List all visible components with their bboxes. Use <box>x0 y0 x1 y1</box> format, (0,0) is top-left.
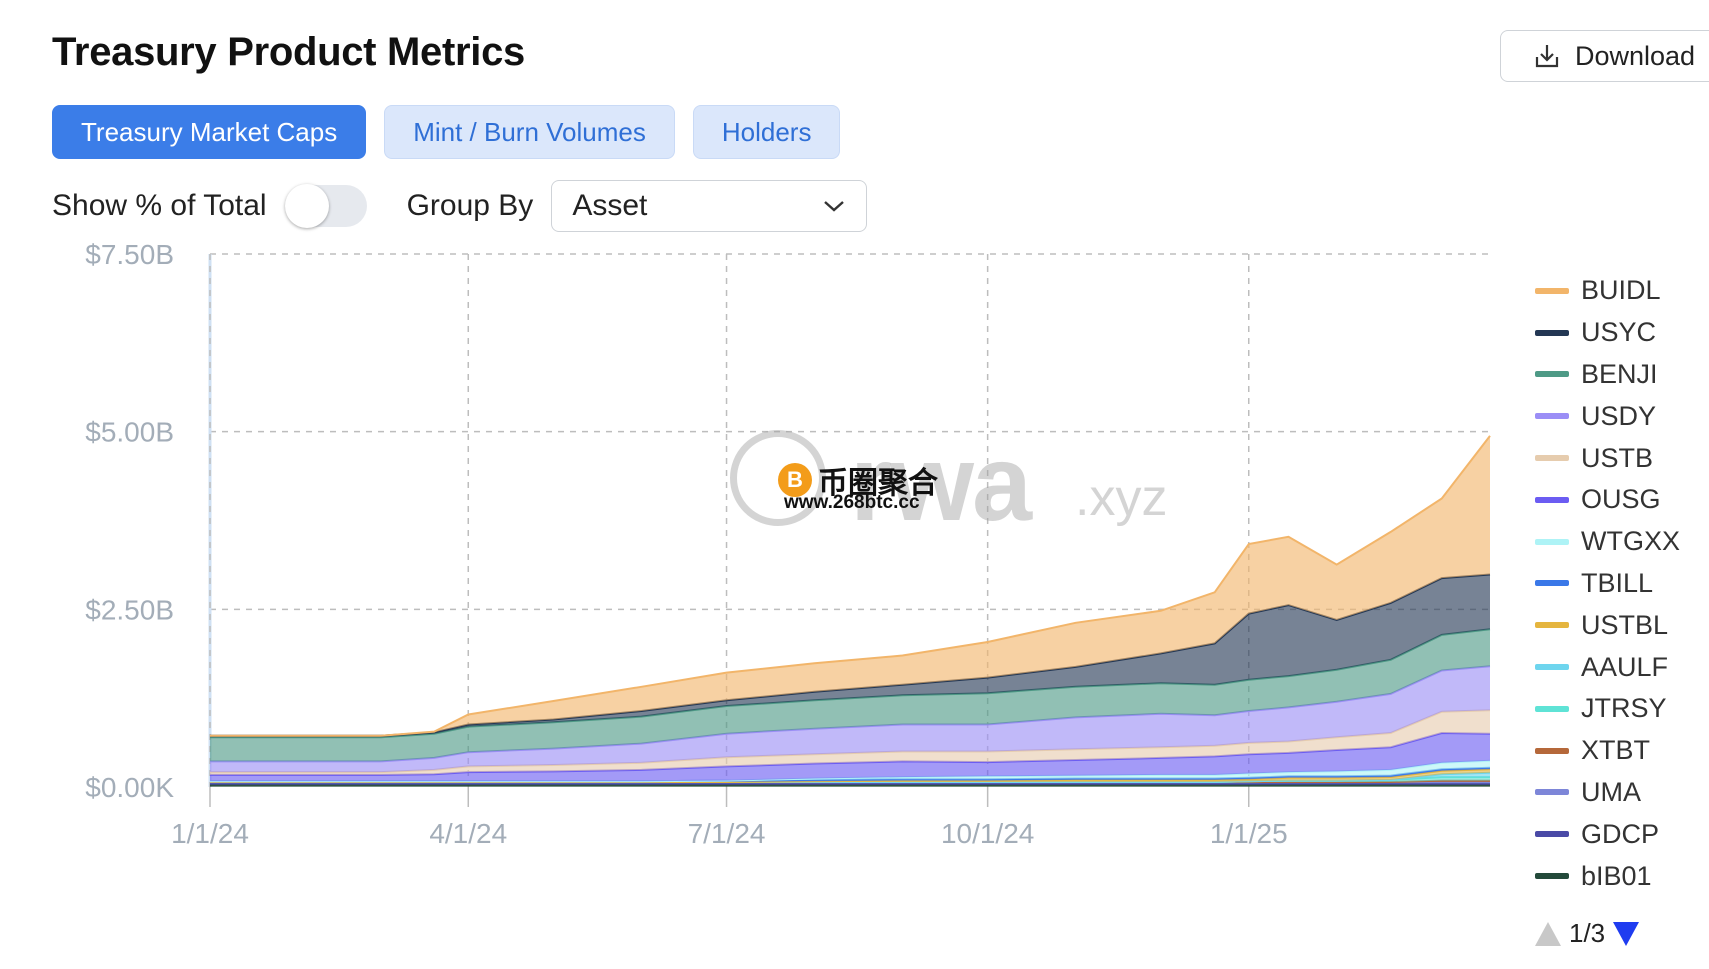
tab-mint-burn-volumes[interactable]: Mint / Burn Volumes <box>384 105 675 159</box>
x-tick-label: 10/1/24 <box>941 818 1034 849</box>
legend-label: AAULF <box>1581 651 1669 682</box>
legend-swatch <box>1535 496 1569 503</box>
legend-swatch <box>1535 789 1569 796</box>
legend-label: GDCP <box>1581 818 1660 849</box>
y-tick-label: $2.50B <box>85 594 174 625</box>
area-wtgxx[interactable] <box>210 760 1490 782</box>
legend-swatch <box>1535 664 1569 671</box>
legend-item-wtgxx[interactable]: WTGXX <box>1535 521 1705 563</box>
legend-item-benji[interactable]: BENJI <box>1535 354 1705 396</box>
legend-item-xtbt[interactable]: XTBT <box>1535 730 1705 772</box>
metric-tabs: Treasury Market Caps Mint / Burn Volumes… <box>52 105 841 159</box>
site-watermark: B 币圈聚合 <box>778 458 938 502</box>
area-jtrsy[interactable] <box>210 777 1490 782</box>
legend-swatch <box>1535 371 1569 378</box>
tab-treasury-market-caps[interactable]: Treasury Market Caps <box>52 105 367 159</box>
legend-item-uma[interactable]: UMA <box>1535 772 1705 814</box>
legend-swatch <box>1535 455 1569 462</box>
group-by-value: Asset <box>572 189 648 222</box>
legend-swatch <box>1535 538 1569 545</box>
stacked-area-chart: $0.00K $2.50B $5.00B $7.50B 1/1/24 4/1/24 7/1/… <box>85 239 1491 849</box>
legend-swatch <box>1535 873 1569 880</box>
legend-label: TBILL <box>1581 567 1654 598</box>
group-by-label: Group By <box>406 189 534 222</box>
site-watermark-url: www.268btc.cc <box>784 492 920 513</box>
area-ousg[interactable] <box>210 733 1490 782</box>
legend-item-jtrsy[interactable]: JTRSY <box>1535 688 1705 730</box>
legend-label: BUIDL <box>1581 275 1661 306</box>
x-tick-label: 1/1/24 <box>171 818 249 849</box>
legend-swatch <box>1535 705 1569 712</box>
legend-swatch <box>1535 287 1569 294</box>
legend-item-buidl[interactable]: BUIDL <box>1535 270 1705 312</box>
pager-down-icon[interactable] <box>1613 921 1640 946</box>
page-title: Treasury Product Metrics <box>52 30 525 74</box>
legend-item-aaulf[interactable]: AAULF <box>1535 646 1705 688</box>
legend-item-bib01[interactable]: bIB01 <box>1535 855 1705 897</box>
toggle-knob <box>284 184 329 228</box>
legend-item-gdcp[interactable]: GDCP <box>1535 813 1705 855</box>
legend-label: XTBT <box>1581 735 1651 766</box>
chart-controls: Show % of Total Group By Asset <box>52 180 868 232</box>
legend-label: UMA <box>1581 776 1641 807</box>
show-percent-label: Show % of Total <box>52 189 267 222</box>
y-tick-label: $0.00K <box>85 772 174 803</box>
area-usdy[interactable] <box>210 666 1490 773</box>
legend-swatch <box>1535 329 1569 336</box>
legend-item-usyc[interactable]: USYC <box>1535 312 1705 354</box>
tab-holders[interactable]: Holders <box>692 105 841 159</box>
chevron-down-icon <box>824 201 845 212</box>
show-percent-toggle[interactable] <box>284 184 367 228</box>
legend-label: JTRSY <box>1581 693 1667 724</box>
pager-up-icon[interactable] <box>1535 921 1561 946</box>
area-usyc[interactable] <box>210 574 1490 738</box>
line-buidl <box>210 435 1491 737</box>
area-benji[interactable] <box>210 629 1490 762</box>
legend-item-ustb[interactable]: USTB <box>1535 437 1705 479</box>
legend-label: USTBL <box>1581 609 1669 640</box>
site-watermark-name: 币圈聚合 <box>818 467 938 500</box>
legend-swatch <box>1535 413 1569 420</box>
legend-label: USTB <box>1581 442 1654 473</box>
chart-legend: BUIDL USYC BENJI USDY USTB OUSG WTGXX TBILL USTB… <box>1535 270 1705 897</box>
legend-item-ustbl[interactable]: USTBL <box>1535 604 1705 646</box>
legend-label: bIB01 <box>1581 860 1652 891</box>
legend-item-ousg[interactable]: OUSG <box>1535 479 1705 521</box>
legend-label: USYC <box>1581 317 1657 348</box>
legend-label: WTGXX <box>1581 526 1680 557</box>
area-ustb[interactable] <box>210 710 1490 775</box>
legend-item-usdy[interactable]: USDY <box>1535 395 1705 437</box>
area-buidl[interactable] <box>210 435 1490 736</box>
y-tick-label: $5.00B <box>85 417 174 448</box>
x-tick-label: 1/1/25 <box>1210 818 1288 849</box>
legend-label: OUSG <box>1581 484 1661 515</box>
legend-label: USDY <box>1581 400 1657 431</box>
download-label: Download <box>1575 40 1696 71</box>
legend-swatch <box>1535 747 1569 754</box>
x-tick-label: 7/1/24 <box>688 818 766 849</box>
bitcoin-icon: B <box>778 463 812 497</box>
x-tick-label: 4/1/24 <box>429 818 507 849</box>
download-button[interactable]: Download <box>1500 30 1709 82</box>
legend-pager: 1/3 <box>1535 918 1640 949</box>
y-tick-label: $7.50B <box>85 239 174 270</box>
legend-swatch <box>1535 831 1569 838</box>
pager-label: 1/3 <box>1569 918 1606 948</box>
legend-swatch <box>1535 622 1569 629</box>
download-icon <box>1535 45 1559 68</box>
legend-swatch <box>1535 580 1569 587</box>
group-by-select[interactable]: Asset <box>551 180 868 232</box>
legend-label: BENJI <box>1581 358 1658 389</box>
legend-item-tbill[interactable]: TBILL <box>1535 563 1705 605</box>
